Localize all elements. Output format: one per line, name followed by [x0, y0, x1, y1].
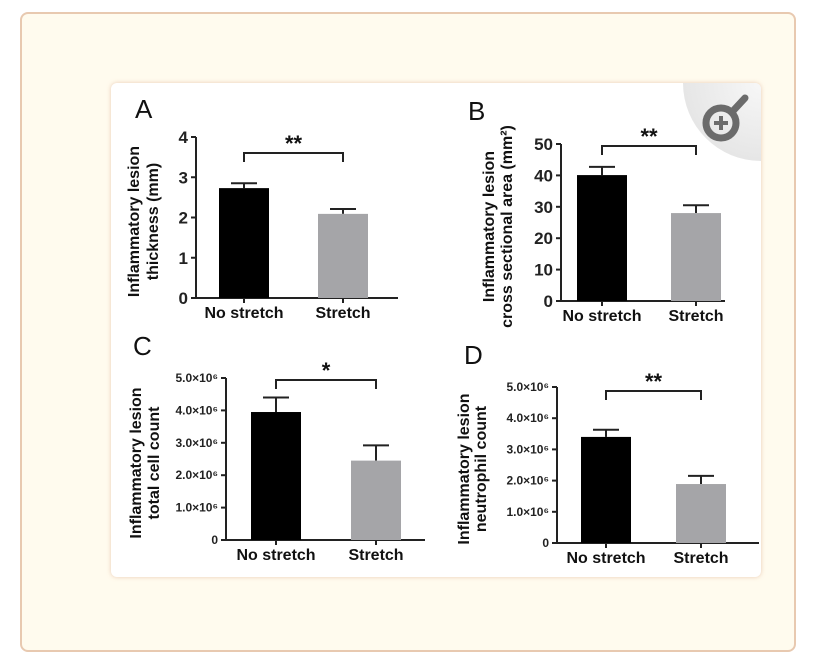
y-tick-label: 1 — [179, 249, 188, 268]
figure-container: A 0 1 2 3 4 No stretch Stretch ** Inflammatory le… — [20, 12, 796, 652]
bar-stretch — [676, 484, 726, 543]
x-tick-label: Stretch — [315, 305, 370, 322]
significance-marker: * — [322, 358, 331, 383]
y-tick-label: 50 — [534, 135, 553, 154]
y-tick-label: 2.0×10⁶ — [506, 474, 549, 488]
y-axis-label: cross sectional area (mm²) — [499, 125, 516, 328]
y-tick-label: 20 — [534, 229, 553, 248]
y-axis-label: Inflammatory lesion — [481, 151, 498, 302]
y-tick-label: 40 — [534, 166, 553, 185]
x-tick-label: Stretch — [348, 547, 403, 564]
y-axis-label: neutrophil count — [473, 405, 490, 532]
y-tick-label: 4 — [179, 128, 189, 147]
significance-bracket — [605, 390, 702, 400]
significance-marker: ** — [285, 131, 303, 156]
y-axis-label: total cell count — [146, 406, 163, 520]
significance-marker: ** — [645, 369, 663, 394]
panel-label-A: A — [135, 94, 153, 124]
significance-bracket — [275, 379, 377, 389]
panel-label-D: D — [464, 340, 483, 370]
y-tick-label: 0 — [179, 289, 188, 308]
bar-no-stretch — [219, 188, 269, 298]
x-tick-label: No stretch — [236, 547, 315, 564]
significance-bracket — [243, 152, 344, 162]
y-tick-label: 4.0×10⁶ — [175, 403, 218, 417]
x-tick-label: No stretch — [204, 305, 283, 322]
panel-label-B: B — [468, 96, 485, 126]
y-tick-label: 1.0×10⁶ — [506, 505, 549, 519]
figure-image[interactable]: A 0 1 2 3 4 No stretch Stretch ** Inflammatory le… — [111, 83, 761, 577]
y-axis-label: Inflammatory lesion — [128, 387, 145, 538]
bar-no-stretch — [581, 436, 631, 543]
panel-label-C: C — [133, 331, 152, 361]
y-tick-label: 30 — [534, 198, 553, 217]
y-tick-label: 3.0×10⁶ — [506, 442, 549, 456]
bar-no-stretch — [251, 412, 301, 540]
y-axis-label: Inflammatory lesion — [456, 393, 473, 544]
y-tick-label: 0 — [211, 533, 218, 547]
y-tick-label: 4.0×10⁶ — [506, 411, 549, 425]
x-tick-label: Stretch — [668, 308, 723, 325]
x-tick-label: Stretch — [673, 550, 728, 567]
y-axis-label: Inflammatory lesion — [126, 146, 143, 297]
y-tick-label: 0 — [544, 292, 553, 311]
bar-stretch — [351, 460, 401, 540]
y-tick-label: 10 — [534, 261, 553, 280]
y-tick-label: 2.0×10⁶ — [175, 468, 218, 482]
y-tick-label: 5.0×10⁶ — [175, 371, 218, 385]
significance-marker: ** — [640, 124, 658, 149]
bar-stretch — [318, 213, 368, 298]
y-tick-label: 3.0×10⁶ — [175, 436, 218, 450]
x-tick-label: No stretch — [562, 308, 641, 325]
y-tick-label: 1.0×10⁶ — [175, 501, 218, 515]
zoom-in-icon — [702, 94, 749, 142]
bar-stretch — [671, 213, 721, 301]
y-tick-label: 3 — [179, 168, 188, 187]
bar-no-stretch — [577, 175, 627, 301]
y-axis-label: thickness (mm) — [145, 163, 162, 280]
y-tick-label: 5.0×10⁶ — [506, 380, 549, 394]
x-tick-label: No stretch — [566, 550, 645, 567]
significance-bracket — [601, 145, 697, 155]
figure-panels-svg: A 0 1 2 3 4 No stretch Stretch ** Inflammatory le… — [126, 94, 759, 567]
y-tick-label: 2 — [179, 209, 188, 228]
y-tick-label: 0 — [542, 536, 549, 550]
